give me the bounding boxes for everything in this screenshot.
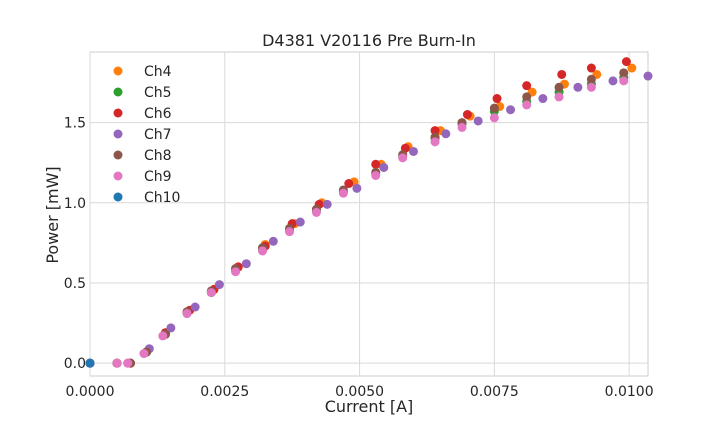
data-point [441, 129, 451, 139]
legend-marker [113, 129, 123, 139]
data-point [139, 349, 149, 359]
data-point [586, 82, 596, 92]
x-tick-label: 0.0000 [66, 384, 115, 400]
data-point [430, 137, 440, 147]
y-tick-label: 1.0 [64, 196, 86, 212]
legend-marker [113, 171, 123, 181]
y-tick-label: 1.5 [64, 116, 86, 132]
series-ch10 [85, 358, 95, 368]
data-point [573, 82, 583, 92]
legend-marker [113, 108, 123, 118]
legend-label: Ch5 [144, 85, 172, 101]
y-tick-label: 0.0 [64, 356, 86, 372]
data-point [241, 259, 251, 269]
data-points [85, 57, 653, 368]
data-point [408, 146, 418, 156]
data-point [619, 76, 629, 86]
data-point [268, 236, 278, 246]
legend-item: Ch7 [113, 127, 172, 143]
data-point [190, 302, 200, 312]
data-point [489, 103, 499, 113]
data-point [398, 153, 408, 163]
data-point [619, 68, 629, 78]
data-point [182, 308, 192, 318]
data-point [284, 227, 294, 237]
data-point [557, 69, 567, 79]
data-point [554, 92, 564, 102]
legend-item: Ch10 [113, 190, 180, 206]
data-point [522, 92, 532, 102]
data-point [112, 358, 122, 368]
data-point [492, 94, 502, 104]
x-axis-ticks: 0.0000 0.0025 0.0050 0.0075 0.0100 [66, 384, 654, 400]
legend-item: Ch6 [113, 106, 172, 122]
data-point [489, 113, 499, 123]
chart-title: D4381 V20116 Pre Burn-In [262, 31, 476, 50]
data-point [473, 116, 483, 126]
legend-label: Ch6 [144, 106, 172, 122]
data-point [295, 217, 305, 227]
legend-marker [113, 87, 123, 97]
x-tick-label: 0.0075 [470, 384, 519, 400]
x-tick-label: 0.0025 [200, 384, 249, 400]
data-point [311, 207, 321, 217]
y-tick-label: 0.5 [64, 276, 86, 292]
data-point [522, 81, 532, 91]
legend-item: Ch8 [113, 148, 172, 164]
data-point [158, 331, 168, 341]
grid-lines [89, 52, 648, 376]
data-point [643, 71, 653, 81]
data-point [322, 199, 332, 209]
data-point [522, 100, 532, 110]
data-point [338, 188, 348, 198]
y-axis-label: Power [mW] [43, 166, 62, 263]
data-point [462, 110, 472, 120]
x-tick-label: 0.0050 [335, 384, 384, 400]
x-tick-label: 0.0100 [605, 384, 654, 400]
y-axis-ticks: 0.0 0.5 1.0 1.5 [64, 116, 86, 373]
data-point [344, 179, 354, 189]
data-point [206, 288, 216, 298]
data-point [627, 63, 637, 73]
data-point [371, 159, 381, 169]
data-point [379, 162, 389, 172]
data-point [371, 171, 381, 181]
data-point [506, 105, 516, 115]
data-point [430, 126, 440, 136]
data-point [621, 57, 631, 67]
plot-area [89, 51, 649, 377]
legend-label: Ch9 [144, 169, 172, 185]
plot-frame [89, 51, 649, 377]
legend: Ch4 Ch5 Ch6 Ch7 Ch8 Ch9 Ch10 [113, 64, 180, 206]
data-point [123, 358, 133, 368]
data-point [538, 94, 548, 104]
legend-marker [113, 192, 123, 202]
legend-marker [113, 150, 123, 160]
legend-label: Ch4 [144, 64, 172, 80]
data-point [258, 246, 268, 256]
data-point [214, 280, 224, 290]
legend-label: Ch10 [144, 190, 180, 206]
legend-item: Ch5 [113, 85, 172, 101]
legend-label: Ch7 [144, 127, 172, 143]
data-point [166, 323, 176, 333]
legend-item: Ch9 [113, 169, 172, 185]
data-point [85, 358, 95, 368]
x-axis-label: Current [A] [325, 397, 414, 416]
legend-label: Ch8 [144, 148, 172, 164]
legend-marker [113, 66, 123, 76]
data-point [352, 183, 362, 193]
data-point [608, 76, 618, 86]
data-point [554, 82, 564, 92]
legend-item: Ch4 [113, 64, 172, 80]
data-point [586, 63, 596, 73]
data-point [586, 74, 596, 84]
data-point [457, 122, 467, 132]
data-point [231, 267, 241, 277]
